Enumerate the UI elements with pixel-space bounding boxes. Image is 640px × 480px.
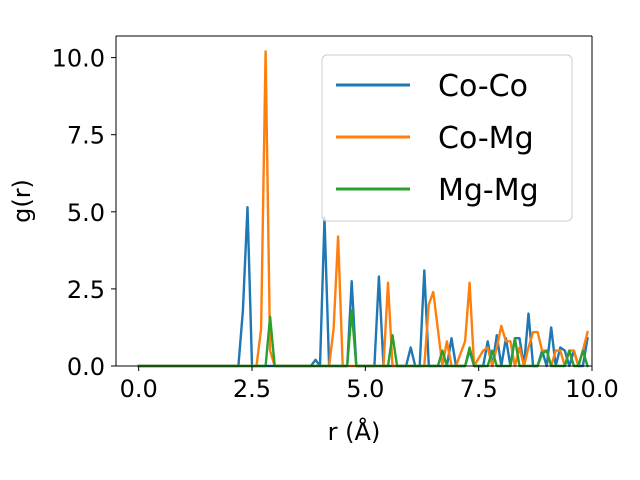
series-line-co-co xyxy=(137,205,589,368)
y-tick-label: 7.5 xyxy=(67,122,105,150)
y-axis-label: g(r) xyxy=(8,179,36,223)
x-tick-label: 0.0 xyxy=(120,375,158,403)
x-tick-label: 2.5 xyxy=(233,375,271,403)
legend-label-mg-mg: Mg-Mg xyxy=(438,173,539,208)
x-tick-label: 5.0 xyxy=(346,375,384,403)
axes-layer: 0.0 2.5 5.0 7.5 10.0 0.0 2.5 5.0 7.5 10.0 xyxy=(52,35,619,403)
x-tick-label: 10.0 xyxy=(565,375,618,403)
legend-label-co-mg: Co-Mg xyxy=(438,121,534,156)
y-tick-label: 5.0 xyxy=(67,199,105,227)
y-tick-label: 0.0 xyxy=(67,353,105,381)
y-tick-label: 10.0 xyxy=(52,45,105,73)
legend-label-co-co: Co-Co xyxy=(438,69,528,104)
legend-frame xyxy=(321,54,573,222)
legend: Co-Co Co-Mg Mg-Mg xyxy=(321,54,573,222)
x-tick-label: 7.5 xyxy=(460,375,498,403)
y-tick-label: 2.5 xyxy=(67,276,105,304)
x-axis-label: r (Å) xyxy=(328,417,381,446)
